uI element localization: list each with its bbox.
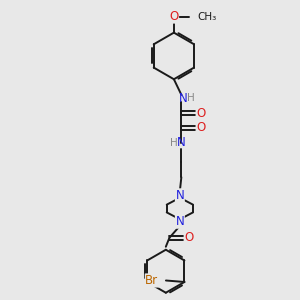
Text: O: O xyxy=(184,231,194,244)
Text: N: N xyxy=(177,136,186,149)
Text: N: N xyxy=(178,92,187,105)
Text: O: O xyxy=(169,10,178,23)
Text: N: N xyxy=(176,189,184,202)
Text: N: N xyxy=(176,215,184,228)
Text: H: H xyxy=(170,137,178,148)
Text: O: O xyxy=(196,107,206,120)
Text: Br: Br xyxy=(145,274,158,287)
Text: CH₃: CH₃ xyxy=(198,12,217,22)
Text: O: O xyxy=(196,121,206,134)
Text: H: H xyxy=(187,93,195,103)
